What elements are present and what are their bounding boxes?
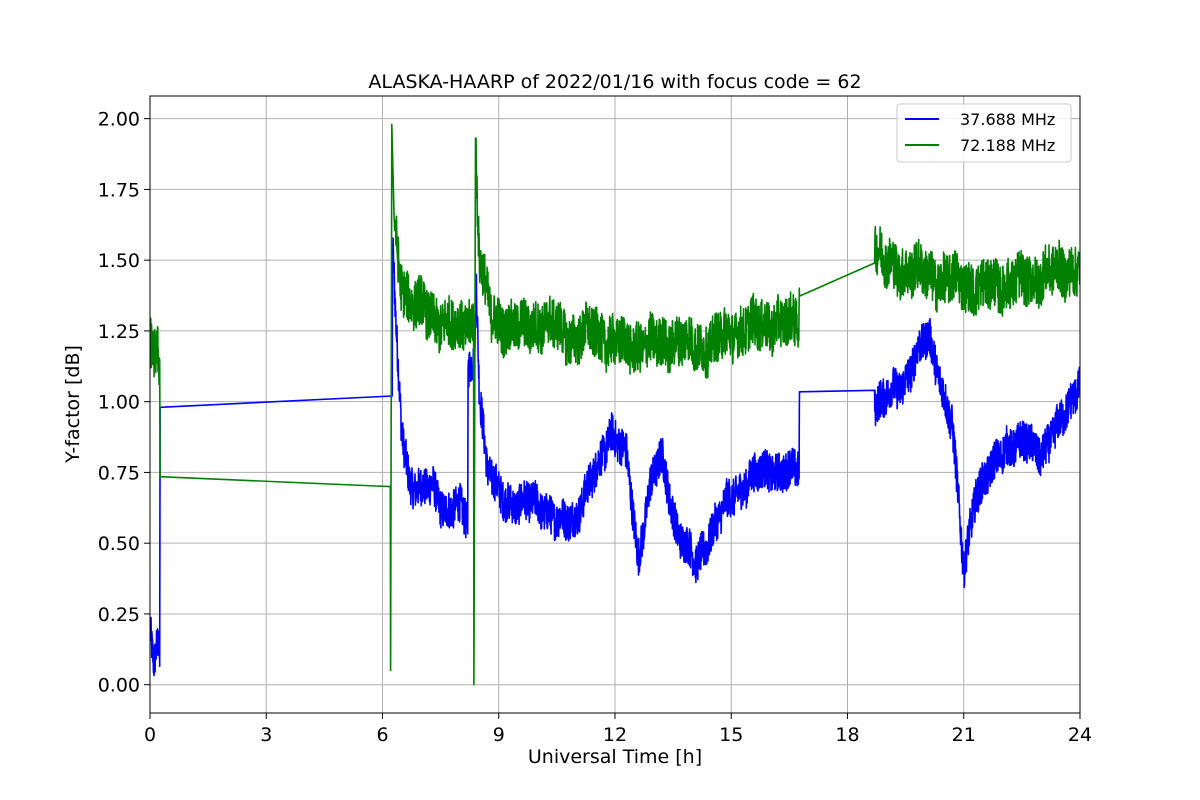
y-tick-label: 1.50 [98, 250, 140, 272]
legend-frame [896, 103, 1072, 163]
y-tick-label: 2.00 [98, 109, 140, 131]
x-tick-label: 12 [603, 724, 627, 746]
x-tick-label: 18 [835, 724, 859, 746]
legend-label-72mhz: 72.188 MHz [960, 136, 1055, 155]
legend: 37.688 MHz 72.188 MHz [896, 103, 1072, 163]
series-line-0 [150, 237, 1080, 677]
y-tick-label: 0.75 [98, 462, 140, 484]
x-tick-label: 6 [376, 724, 388, 746]
x-tick-label: 24 [1068, 724, 1092, 746]
series-line-1 [150, 123, 1080, 686]
y-axis-label: Y-factor [dB] [62, 345, 84, 464]
y-tick-label: 1.00 [98, 392, 140, 414]
x-tick-label: 3 [260, 724, 272, 746]
axis-ticks: 0 3 6 9 12 15 18 21 24 0.00 0.25 0.50 0.75 1.00 1.25 1.… [98, 109, 1092, 746]
x-axis-label: Universal Time [h] [528, 746, 702, 768]
chart-title: ALASKA-HAARP of 2022/01/16 with focus co… [368, 71, 861, 93]
x-tick-label: 21 [952, 724, 976, 746]
series-layer [150, 123, 1080, 686]
y-tick-label: 0.50 [98, 533, 140, 555]
y-tick-label: 0.25 [98, 604, 140, 626]
y-tick-label: 1.25 [98, 321, 140, 343]
legend-label-37mhz: 37.688 MHz [960, 110, 1055, 129]
x-tick-label: 9 [493, 724, 505, 746]
x-tick-label: 0 [144, 724, 156, 746]
y-tick-label: 0.00 [98, 675, 140, 697]
y-tick-label: 1.75 [98, 179, 140, 201]
x-tick-label: 15 [719, 724, 743, 746]
